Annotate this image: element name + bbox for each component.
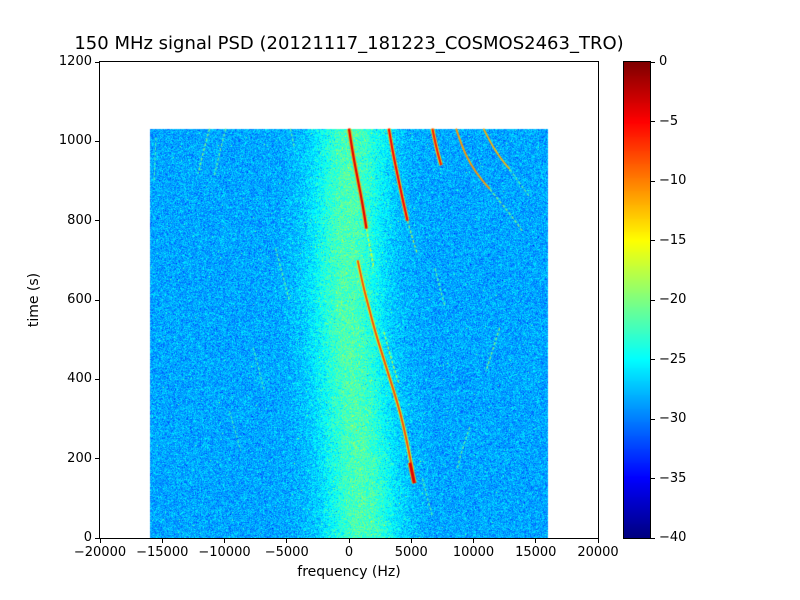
y-tick-mark bbox=[95, 299, 99, 301]
x-tick-label: −10000 bbox=[198, 545, 251, 560]
y-tick-label: 800 bbox=[67, 212, 92, 228]
x-tick-mark bbox=[410, 539, 412, 543]
y-tick-mark bbox=[95, 220, 99, 222]
colorbar-tick-mark bbox=[651, 61, 655, 63]
x-tick-mark bbox=[473, 539, 474, 543]
y-tick-mark bbox=[95, 140, 99, 142]
y-tick-label: 200 bbox=[67, 450, 92, 466]
x-tick-label: 20000 bbox=[577, 545, 619, 560]
x-tick-label: −5000 bbox=[264, 545, 309, 560]
colorbar-tick-label: −30 bbox=[659, 411, 687, 426]
colorbar bbox=[624, 62, 650, 538]
colorbar-tick-label: −40 bbox=[659, 530, 687, 545]
x-tick-label: 5000 bbox=[394, 545, 428, 560]
y-tick-label: 400 bbox=[67, 371, 92, 387]
y-tick-label: 600 bbox=[67, 292, 92, 307]
colorbar-tick-mark bbox=[651, 478, 655, 479]
colorbar-tick-mark bbox=[651, 418, 655, 420]
colorbar-tick-label: −5 bbox=[659, 113, 679, 129]
colorbar-tick-mark bbox=[651, 299, 655, 301]
x-tick-mark bbox=[348, 539, 350, 543]
colorbar-tick-label: −15 bbox=[659, 232, 687, 248]
x-tick-label: 0 bbox=[344, 545, 354, 560]
colorbar-tick-label: 0 bbox=[659, 54, 668, 69]
colorbar-tick-mark bbox=[651, 537, 655, 539]
y-tick-mark bbox=[95, 378, 99, 380]
x-tick-mark bbox=[224, 539, 225, 543]
colorbar-tick-label: −10 bbox=[659, 173, 687, 188]
x-tick-mark bbox=[99, 539, 101, 543]
x-tick-mark bbox=[286, 539, 288, 543]
x-axis-label: frequency (Hz) bbox=[297, 564, 401, 580]
x-tick-mark bbox=[597, 539, 599, 543]
colorbar-tick-mark bbox=[651, 359, 655, 360]
x-tick-label: −15000 bbox=[136, 545, 189, 560]
colorbar-tick-label: −35 bbox=[659, 470, 687, 486]
x-tick-mark bbox=[161, 539, 163, 543]
x-tick-label: 10000 bbox=[452, 545, 495, 560]
y-tick-mark bbox=[95, 61, 99, 63]
colorbar-tick-mark bbox=[651, 240, 655, 241]
x-tick-mark bbox=[535, 539, 537, 543]
x-tick-label: 15000 bbox=[515, 545, 557, 560]
y-tick-label: 0 bbox=[83, 530, 92, 545]
colorbar-tick-label: −20 bbox=[659, 292, 687, 307]
y-tick-mark bbox=[95, 537, 99, 539]
x-tick-label: −20000 bbox=[73, 545, 127, 560]
y-tick-label: 1200 bbox=[58, 54, 92, 69]
spectrogram-heatmap bbox=[100, 62, 598, 538]
chart-title: 150 MHz signal PSD (20121117_181223_COSM… bbox=[74, 33, 624, 54]
colorbar-tick-mark bbox=[651, 121, 655, 122]
colorbar-tick-label: −25 bbox=[659, 351, 687, 367]
colorbar-tick-mark bbox=[651, 180, 655, 182]
y-tick-label: 1000 bbox=[58, 133, 92, 149]
y-tick-mark bbox=[95, 458, 99, 460]
